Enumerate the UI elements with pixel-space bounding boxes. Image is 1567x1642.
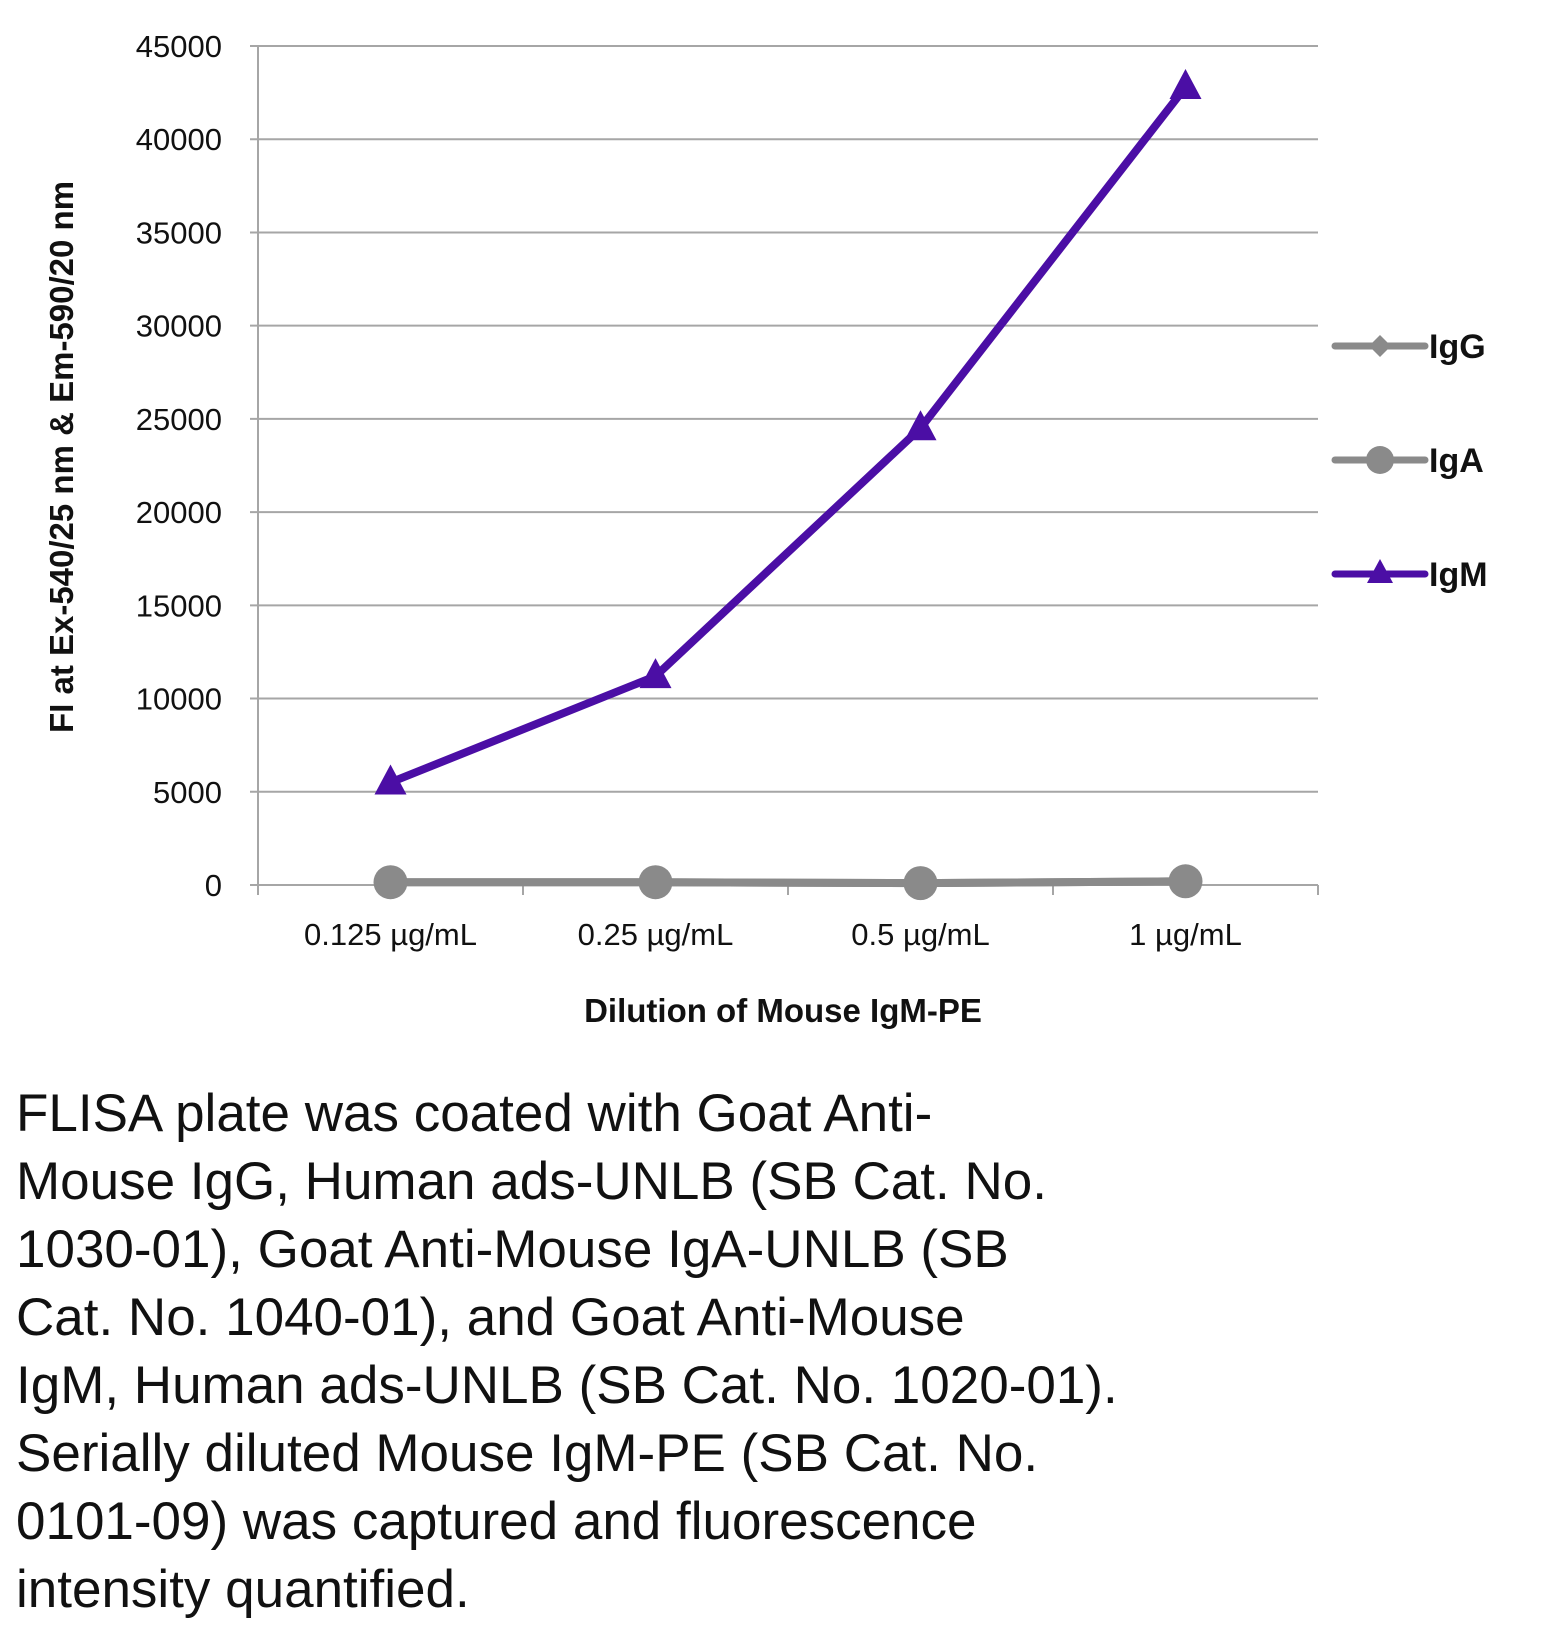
data-point-iga <box>1168 864 1203 899</box>
x-tick-label: 0.25 µg/mL <box>578 917 734 952</box>
legend-label-igm: IgM <box>1429 556 1488 594</box>
data-point-iga <box>903 866 938 901</box>
y-tick-label: 5000 <box>153 775 222 810</box>
x-axis-title: Dilution of Mouse IgM-PE <box>584 992 982 1029</box>
gridlines <box>250 45 1318 793</box>
y-tick-label: 40000 <box>136 122 222 157</box>
y-tick-label: 30000 <box>136 309 222 344</box>
y-tick-label: 0 <box>205 868 222 903</box>
y-axis-title: FI at Ex-540/25 nm & Em-590/20 nm <box>43 181 80 733</box>
y-tick-label: 45000 <box>136 29 222 64</box>
data-point-igm <box>374 764 407 795</box>
y-tick-label: 20000 <box>136 495 222 530</box>
y-tick-label: 15000 <box>136 588 222 623</box>
x-tick-labels: 0.125 µg/mL 0.25 µg/mL 0.5 µg/mL 1 µg/mL <box>304 917 1242 952</box>
data-point-iga <box>373 865 408 900</box>
axes <box>250 46 1319 895</box>
series-line-iga <box>386 877 1190 888</box>
legend-marker-igg <box>1369 335 1391 357</box>
y-tick-labels: 0 5000 10000 15000 20000 25000 30000 35000 40000… <box>136 29 222 903</box>
y-tick-label: 10000 <box>136 682 222 717</box>
series-line-igm <box>386 83 1190 787</box>
legend-label-iga: IgA <box>1429 442 1484 480</box>
legend-marker-iga <box>1366 446 1394 474</box>
data-point-igm <box>639 658 672 689</box>
legend: IgG IgA IgM <box>1331 328 1488 594</box>
data-point-igm <box>1169 69 1202 100</box>
series <box>373 69 1203 901</box>
legend-marker-igm <box>1367 559 1393 583</box>
y-tick-label: 25000 <box>136 402 222 437</box>
y-tick-label: 35000 <box>136 215 222 250</box>
figure-caption: FLISA plate was coated with Goat Anti- M… <box>16 1084 1118 1619</box>
data-point-igm <box>904 410 937 441</box>
data-point-iga <box>638 865 673 900</box>
x-tick-label: 1 µg/mL <box>1129 917 1242 952</box>
x-tick-label: 0.5 µg/mL <box>851 917 990 952</box>
x-tick-label: 0.125 µg/mL <box>304 917 477 952</box>
chart: 0 5000 10000 15000 20000 25000 30000 35000 40000… <box>43 29 1488 1029</box>
legend-label-igg: IgG <box>1429 328 1486 366</box>
